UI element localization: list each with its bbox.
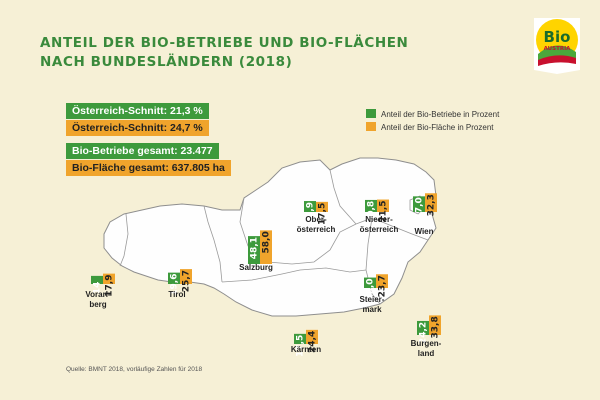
bio-austria-logo: Bio AUSTRIA bbox=[534, 18, 580, 74]
bar-area-steiermark bbox=[376, 274, 388, 288]
category-label-wien: Wien bbox=[414, 227, 433, 236]
category-label-salzburg: Salzburg bbox=[239, 263, 273, 272]
bar-area-oberoesterreich bbox=[316, 201, 328, 212]
data-label-area-steiermark: 23,7 bbox=[378, 275, 388, 297]
bar-area-salzburg bbox=[260, 230, 272, 264]
bar-farms-oberoesterreich bbox=[304, 201, 316, 212]
bar-area-kaernten bbox=[306, 329, 318, 344]
bar-area-wien bbox=[425, 193, 437, 212]
source-note: Quelle: BMNT 2018, vorläufige Zahlen für… bbox=[66, 366, 203, 373]
data-label-farms-niederoesterreich: 20,8 bbox=[367, 201, 377, 223]
bar-farms-tirol bbox=[168, 272, 180, 284]
category-label-vorarlberg: Vorarl-berg bbox=[85, 290, 111, 309]
data-label-farms-oberoesterreich: 18,9 bbox=[306, 202, 316, 224]
data-label-area-niederoesterreich: 21,5 bbox=[379, 200, 389, 222]
data-label-farms-tirol: 19,6 bbox=[170, 274, 180, 296]
logo-word: Bio bbox=[544, 28, 571, 46]
bar-farms-vorarlberg bbox=[91, 275, 103, 284]
legend-label-farms: Anteil der Bio-Betriebe in Prozent bbox=[381, 110, 500, 119]
data-label-area-salzburg: 58,0 bbox=[262, 231, 272, 253]
bar-farms-kaernten bbox=[294, 333, 306, 344]
data-label-farms-steiermark: 18,0 bbox=[366, 278, 376, 300]
data-label-farms-kaernten: 17,5 bbox=[296, 335, 306, 357]
bar-farms-niederoesterreich bbox=[365, 199, 377, 212]
bar-area-tirol bbox=[180, 269, 192, 284]
legend-area: Anteil der Bio-Fläche in Prozent bbox=[366, 122, 494, 134]
legend-swatch-area bbox=[366, 122, 376, 131]
legend-farms: Anteil der Bio-Betriebe in Prozent bbox=[366, 109, 499, 121]
avg-farms-box: Österreich-Schnitt: 21,3 % bbox=[66, 103, 209, 119]
total-farms-box: Bio-Betriebe gesamt: 23.477 bbox=[66, 143, 219, 159]
bar-area-niederoesterreich bbox=[377, 199, 389, 212]
category-label-burgenland: Burgen-land bbox=[411, 339, 442, 358]
bar-area-burgenland bbox=[429, 315, 441, 335]
data-label-farms-burgenland: 24,2 bbox=[419, 322, 429, 344]
state-borders bbox=[119, 169, 429, 305]
bar-farms-steiermark bbox=[364, 277, 376, 288]
data-label-farms-salzburg: 48,1 bbox=[250, 237, 260, 259]
title-line-2: NACH BUNDESLÄNDERN (2018) bbox=[40, 54, 293, 70]
avg-area-box: Österreich-Schnitt: 24,7 % bbox=[66, 120, 209, 136]
category-label-oberoesterreich: Ober-österreich bbox=[297, 215, 336, 234]
data-label-area-vorarlberg: 17,9 bbox=[105, 275, 115, 297]
chart-title: ANTEIL DER BIO-BETRIEBE UND BIO-FLÄCHEN … bbox=[40, 34, 460, 72]
title-line-1: ANTEIL DER BIO-BETRIEBE UND BIO-FLÄCHEN bbox=[40, 35, 409, 51]
category-label-niederoesterreich: Nieder-österreich bbox=[360, 215, 399, 234]
bar-farms-burgenland bbox=[417, 320, 429, 335]
data-label-area-oberoesterreich: 17,5 bbox=[318, 203, 328, 225]
bar-farms-wien bbox=[413, 196, 425, 212]
data-label-farms-vorarlberg: 14 bbox=[93, 282, 103, 295]
legend-label-area: Anteil der Bio-Fläche in Prozent bbox=[381, 123, 494, 132]
total-area-box: Bio-Fläche gesamt: 637.805 ha bbox=[66, 160, 231, 176]
legend-swatch-farms bbox=[366, 109, 376, 118]
category-label-tirol: Tirol bbox=[168, 290, 185, 299]
data-label-area-kaernten: 24,4 bbox=[308, 331, 318, 353]
category-label-kaernten: Kärnten bbox=[291, 345, 321, 354]
category-label-steiermark: Steier-mark bbox=[360, 295, 385, 314]
bar-farms-salzburg bbox=[248, 236, 260, 264]
logo-sub: AUSTRIA bbox=[544, 46, 572, 52]
data-label-area-burgenland: 33,8 bbox=[431, 316, 441, 338]
data-label-area-wien: 32,3 bbox=[427, 194, 437, 216]
data-label-area-tirol: 25,7 bbox=[182, 270, 192, 292]
data-label-farms-wien: 27,0 bbox=[415, 197, 425, 219]
bar-area-vorarlberg bbox=[103, 273, 115, 284]
